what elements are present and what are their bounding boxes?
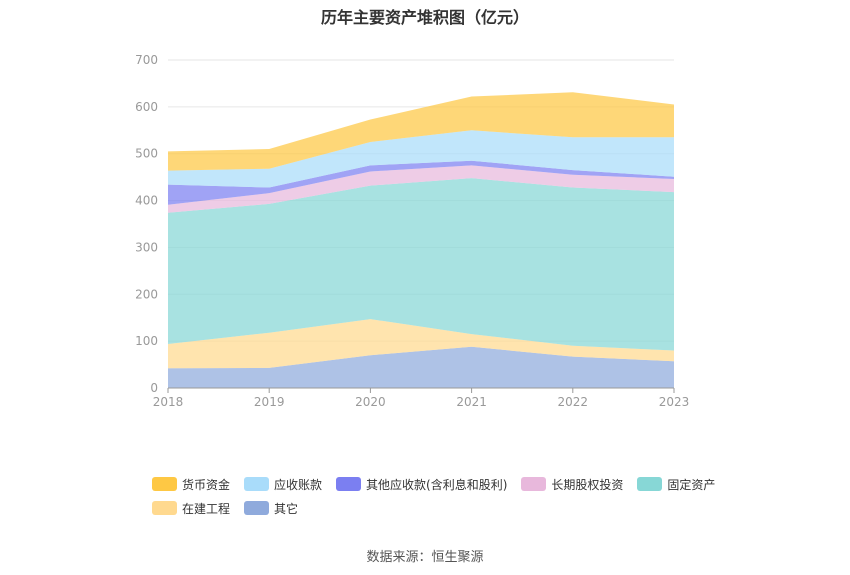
x-tick-label: 2022 [558,395,589,409]
legend-swatch [336,477,362,491]
x-tick-label: 2021 [456,395,487,409]
y-tick-label: 600 [135,100,158,114]
legend: 货币资金 应收账款 其他应收款(含利息和股利) 长期股权投资 固定资产 在建工程 其它 [152,472,732,520]
legend-item[interactable]: 其它 [244,500,298,517]
legend-swatch [244,501,270,515]
area-3 [168,165,674,213]
y-tick-label: 100 [135,334,158,348]
legend-swatch [637,477,663,491]
area-5 [168,130,674,188]
axes: 0 100 200 300 400 500 600 700 2018 2019 2020 2021 20… [135,53,689,409]
area-series [168,92,674,388]
legend-label: 其他应收款(含利息和股利) [366,477,508,492]
legend-row: 在建工程 其它 [152,496,732,520]
legend-row: 货币资金 应收账款 其他应收款(含利息和股利) 长期股权投资 固定资产 [152,472,732,496]
legend-item[interactable]: 在建工程 [152,500,230,517]
area-2 [168,178,674,351]
legend-swatch [244,477,270,491]
legend-label: 其它 [274,501,299,516]
legend-swatch [152,477,177,491]
legend-item[interactable]: 应收账款 [244,476,322,493]
y-tick-label: 0 [150,381,158,395]
area-1 [168,319,674,369]
legend-item[interactable]: 长期股权投资 [521,476,623,493]
y-tick-label: 500 [135,147,158,161]
area-4 [168,160,674,205]
y-tick-label: 700 [135,53,158,67]
legend-label: 在建工程 [182,501,231,516]
area-0 [168,346,674,388]
legend-label: 货币资金 [182,477,231,492]
legend-swatch [152,501,177,515]
legend-label: 应收账款 [274,477,323,492]
legend-label: 固定资产 [667,477,716,492]
legend-item[interactable]: 固定资产 [637,476,715,493]
chart-title: 历年主要资产堆积图（亿元） [320,8,529,27]
legend-label: 长期股权投资 [551,477,624,492]
legend-swatch [521,477,547,491]
y-tick-label: 300 [135,240,158,254]
x-tick-label: 2023 [659,395,690,409]
x-tick-label: 2020 [355,395,386,409]
legend-item[interactable]: 其他应收款(含利息和股利) [336,476,507,493]
x-tick-label: 2018 [153,395,184,409]
area-6 [168,92,674,171]
y-tick-label: 200 [135,287,158,301]
data-source: 数据来源：恒生聚源 [366,550,484,565]
legend-item[interactable]: 货币资金 [152,476,230,493]
x-tick-label: 2019 [254,395,285,409]
y-tick-label: 400 [135,194,158,208]
